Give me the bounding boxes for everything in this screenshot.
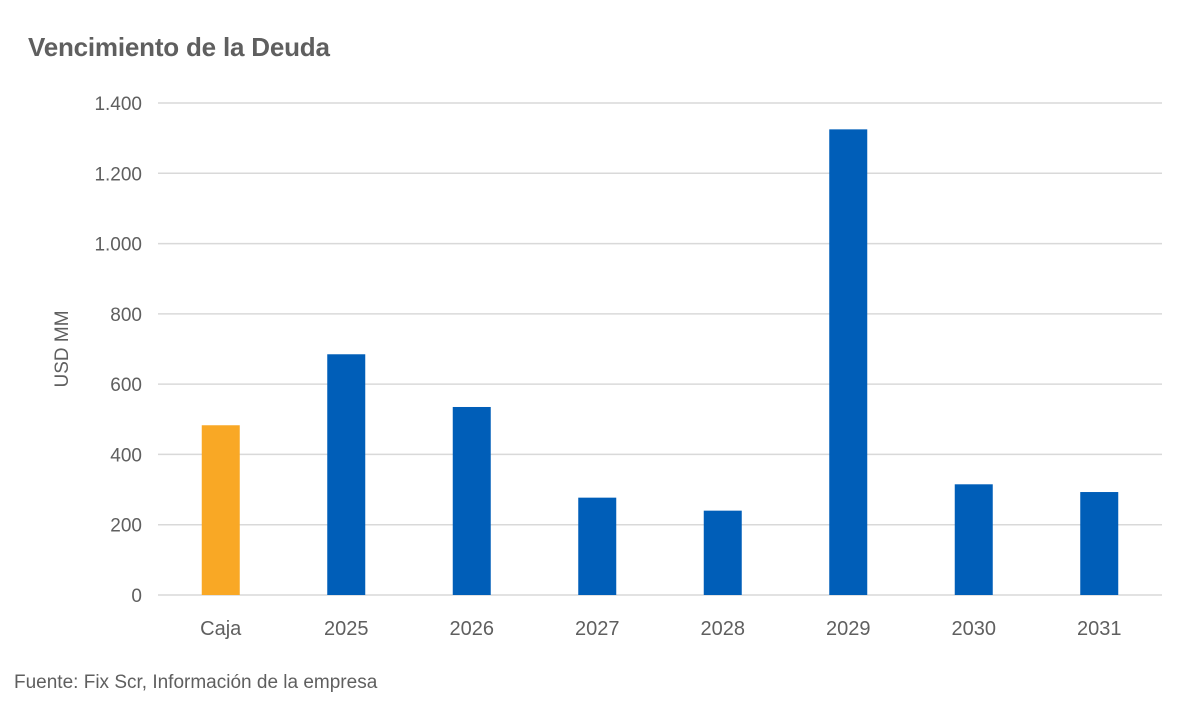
- x-tick-label: 2031: [1077, 618, 1122, 640]
- x-tick-label: 2028: [701, 618, 746, 640]
- x-tick-label: 2029: [826, 618, 871, 640]
- bar-2027: [578, 497, 617, 595]
- y-tick-label: 1.200: [94, 164, 142, 185]
- x-tick-label: 2027: [575, 618, 620, 640]
- y-tick-label: 800: [110, 305, 142, 326]
- y-tick-label: 1.400: [94, 94, 142, 115]
- bar-chart: 0 200 400 600 800 1.000 1.200 1.400 Caja 2025 202…: [52, 94, 1162, 640]
- bar-2030: [954, 484, 993, 595]
- gridlines: [158, 102, 1162, 596]
- x-tick-label: 2030: [952, 618, 997, 640]
- bar-caja: [201, 425, 240, 595]
- chart-title: Vencimiento de la Deuda: [28, 32, 330, 62]
- y-tick-label: 400: [110, 445, 142, 466]
- x-axis-ticks: Caja 2025 2026 2027 2028 2029 2030 2031: [200, 618, 1121, 640]
- bar-2026: [452, 406, 491, 595]
- y-tick-label: 600: [110, 375, 142, 396]
- source-note: Fuente: Fix Scr, Información de la empre…: [14, 672, 378, 693]
- y-axis-ticks: 0 200 400 600 800 1.000 1.200 1.400: [94, 94, 142, 607]
- y-axis-label: USD MM: [52, 310, 73, 387]
- x-tick-label: Caja: [200, 618, 242, 640]
- bars: [201, 129, 1119, 595]
- x-tick-label: 2025: [324, 618, 369, 640]
- bar-2025: [327, 354, 366, 595]
- y-tick-label: 200: [110, 516, 142, 537]
- bar-2028: [703, 510, 742, 595]
- bar-2031: [1080, 492, 1119, 595]
- y-tick-label: 1.000: [94, 235, 142, 256]
- bar-2029: [829, 129, 868, 595]
- y-tick-label: 0: [131, 586, 142, 607]
- x-tick-label: 2026: [450, 618, 495, 640]
